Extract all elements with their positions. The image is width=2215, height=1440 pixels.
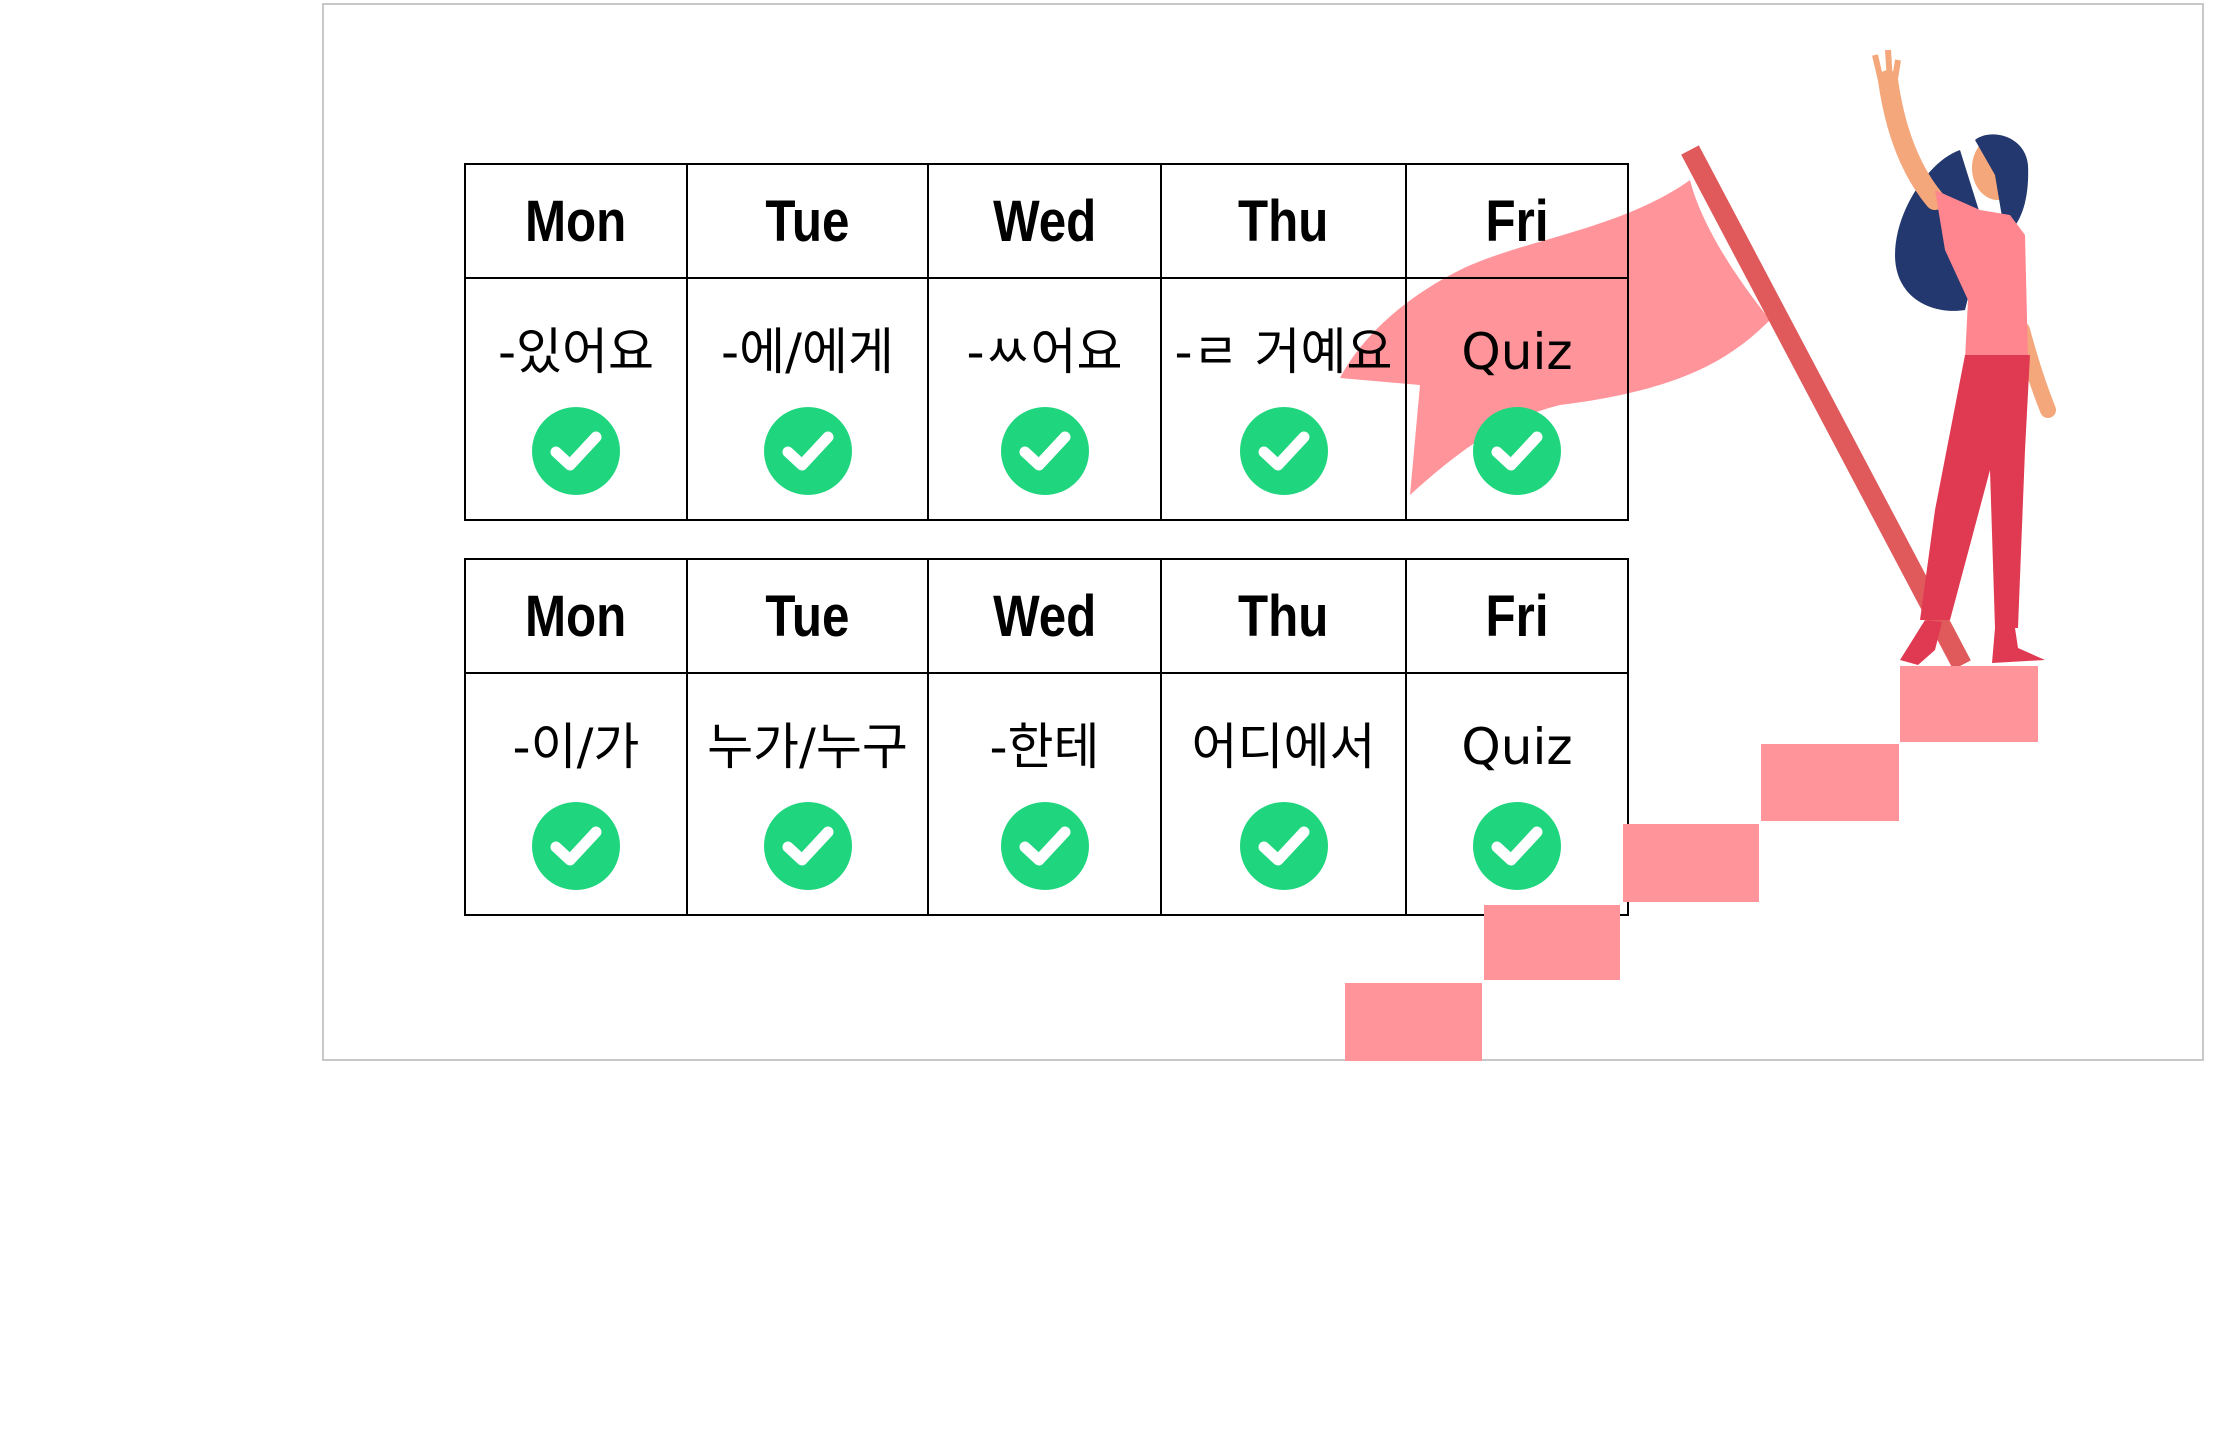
lesson-topic: -있어요 bbox=[497, 323, 655, 381]
lesson-topic: 어디에서 bbox=[1191, 718, 1376, 776]
day-header: Wed bbox=[927, 163, 1162, 279]
lesson-cell: -이/가 bbox=[464, 672, 688, 916]
check-circle-icon bbox=[763, 802, 852, 890]
day-header: Thu bbox=[1160, 558, 1407, 674]
lesson-cell: Quiz bbox=[1405, 277, 1629, 521]
lesson-topic: Quiz bbox=[1461, 718, 1573, 776]
lesson-topic: 누가/누구 bbox=[707, 718, 908, 776]
week-table-1: Mon Tue Wed Thu Fri -있어요 -에/에게 -ㅆ어요 -ㄹ 거… bbox=[464, 163, 1629, 521]
check-circle-icon bbox=[763, 407, 852, 495]
check-circle-icon bbox=[1239, 802, 1328, 890]
day-header: Mon bbox=[464, 163, 688, 279]
lesson-cell: 어디에서 bbox=[1160, 672, 1407, 916]
check-circle-icon bbox=[1000, 407, 1089, 495]
check-circle-icon bbox=[1473, 407, 1561, 495]
lesson-topic: -한테 bbox=[989, 718, 1100, 776]
check-circle-icon bbox=[1000, 802, 1089, 890]
lesson-topic: -이/가 bbox=[512, 718, 640, 776]
day-header: Thu bbox=[1160, 163, 1407, 279]
lesson-cell: -에/에게 bbox=[686, 277, 929, 521]
lesson-topic: Quiz bbox=[1461, 323, 1573, 381]
lesson-cell: 누가/누구 bbox=[686, 672, 929, 916]
lesson-cell: -ㅆ어요 bbox=[927, 277, 1162, 521]
lesson-cell: Quiz bbox=[1405, 672, 1629, 916]
day-header: Wed bbox=[927, 558, 1162, 674]
check-circle-icon bbox=[532, 407, 620, 495]
day-header: Fri bbox=[1405, 558, 1629, 674]
slide bbox=[322, 3, 2204, 1061]
check-circle-icon bbox=[532, 802, 620, 890]
lesson-cell: -있어요 bbox=[464, 277, 688, 521]
lesson-cell: -ㄹ 거예요 bbox=[1160, 277, 1407, 521]
day-header: Mon bbox=[464, 558, 688, 674]
lesson-cell: -한테 bbox=[927, 672, 1162, 916]
lesson-topic: -에/에게 bbox=[721, 323, 894, 381]
check-circle-icon bbox=[1239, 407, 1328, 495]
day-header: Tue bbox=[686, 558, 929, 674]
lesson-topic: -ㄹ 거예요 bbox=[1174, 323, 1393, 381]
day-header: Tue bbox=[686, 163, 929, 279]
check-circle-icon bbox=[1473, 802, 1561, 890]
day-header: Fri bbox=[1405, 163, 1629, 279]
week-table-2: Mon Tue Wed Thu Fri -이/가 누가/누구 -한테 어디에서 … bbox=[464, 558, 1629, 916]
lesson-topic: -ㅆ어요 bbox=[966, 323, 1123, 381]
